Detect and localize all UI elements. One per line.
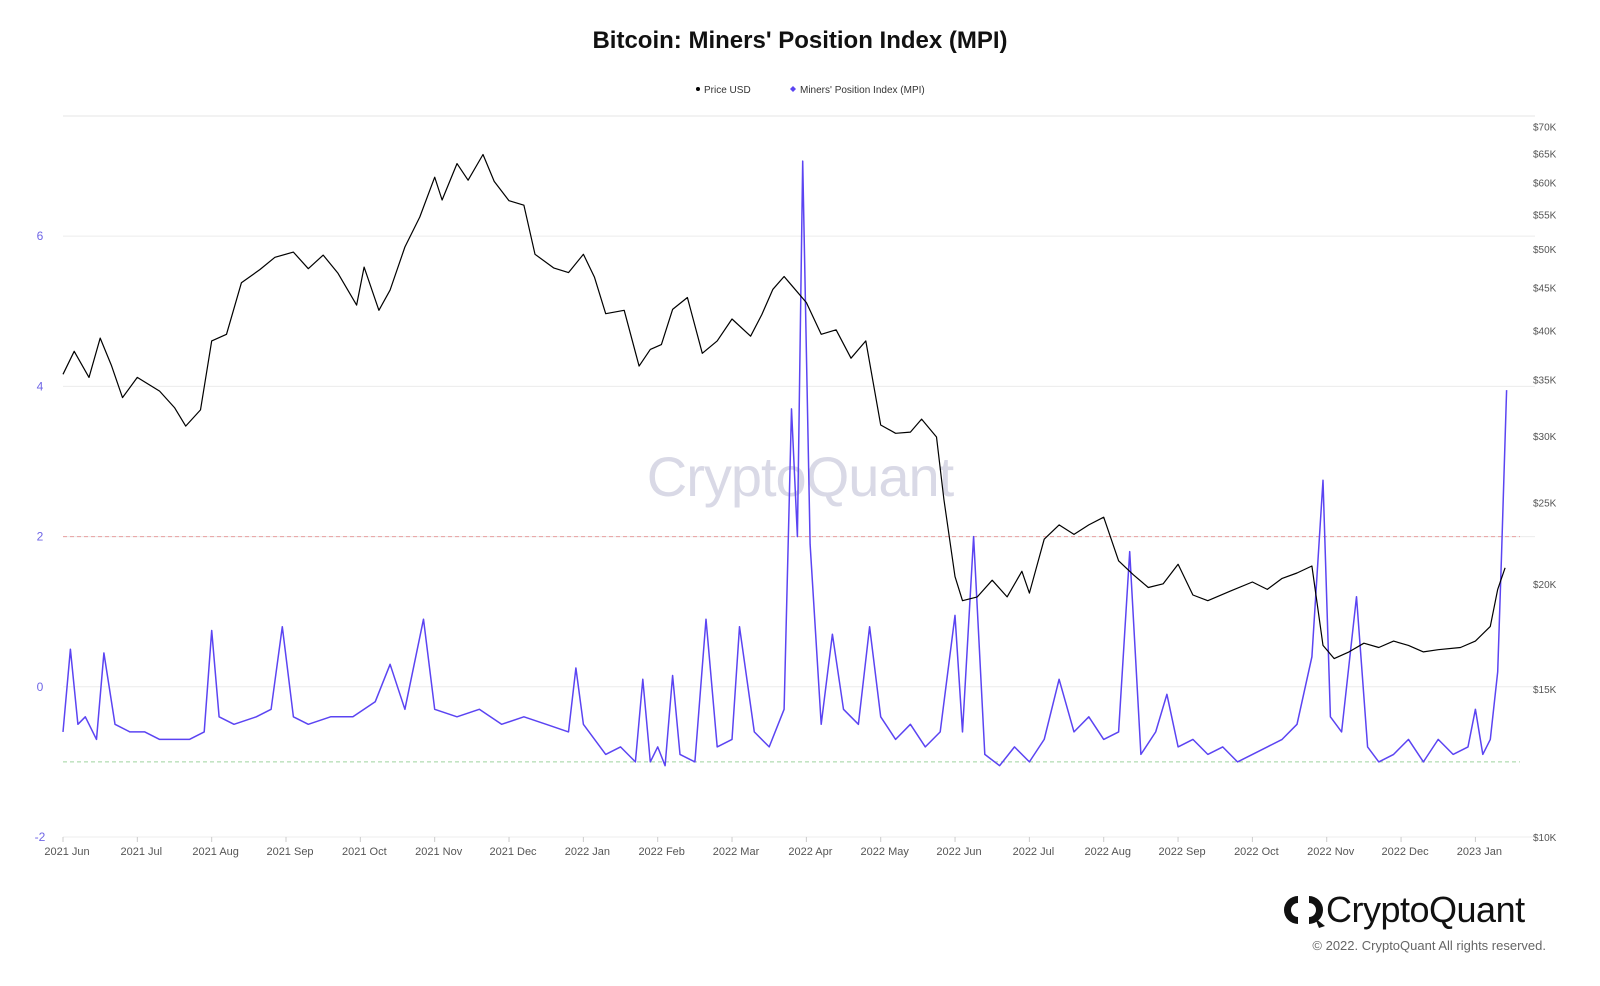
y-left-tick-label: 2 (37, 530, 44, 544)
x-tick-label: 2021 Aug (192, 846, 239, 858)
reference-lines (63, 536, 1520, 763)
x-tick-label: 2023 Jan (1457, 846, 1502, 858)
x-tick-label: 2021 Jun (44, 846, 89, 858)
x-tick-label: 2022 Feb (638, 846, 684, 858)
x-tick-label: 2022 Jul (1013, 846, 1055, 858)
y-right-tick-label: $15K (1533, 685, 1557, 696)
copyright: © 2022. CryptoQuant All rights reserved. (1312, 938, 1546, 953)
y-left-tick-label: 4 (37, 379, 44, 393)
legend-marker-mpi (790, 86, 796, 92)
y-right-tick-label: $20K (1533, 580, 1557, 591)
x-tick-label: 2021 Oct (342, 846, 387, 858)
x-tick-label: 2022 Dec (1382, 846, 1430, 858)
y-right-tick-label: $60K (1533, 179, 1557, 190)
x-tick-label: 2022 Aug (1084, 846, 1131, 858)
y-left-tick-label: 0 (37, 680, 44, 694)
y-right-tick-label: $40K (1533, 327, 1557, 338)
right-axis: $10K $15K $20K $25K $30K $35K $40K $45K $50K $55K… (1533, 122, 1557, 844)
y-left-tick-label: 6 (37, 229, 44, 243)
brand-name: CryptoQuant (1326, 889, 1525, 930)
y-right-tick-label: $65K (1533, 149, 1557, 160)
x-tick-label: 2021 Sep (266, 846, 313, 858)
series-layer (62, 153, 1508, 767)
y-right-tick-label: $50K (1533, 245, 1557, 256)
y-right-tick-label: $35K (1533, 375, 1557, 386)
x-tick-label: 2022 May (861, 846, 910, 858)
series-line-price (62, 153, 1506, 660)
x-tick-label: 2021 Dec (489, 846, 537, 858)
y-right-tick-label: $25K (1533, 498, 1557, 509)
y-left-tick-label: -2 (35, 830, 46, 844)
x-tick-label: 2022 Apr (788, 846, 832, 858)
left-axis: -2 0 2 4 6 (35, 229, 46, 844)
x-tick-label: 2022 Sep (1158, 846, 1205, 858)
x-tick-label: 2022 Mar (713, 846, 760, 858)
legend-label-mpi: Miners' Position Index (MPI) (800, 85, 925, 96)
x-tick-label: 2021 Nov (415, 846, 463, 858)
x-tick-label: 2022 Oct (1234, 846, 1279, 858)
legend: Price USD Miners' Position Index (MPI) (696, 85, 925, 96)
watermark: CryptoQuant (647, 445, 955, 508)
legend-marker-price (696, 87, 700, 91)
x-tick-label: 2021 Jul (121, 846, 163, 858)
x-tick-label: 2022 Nov (1307, 846, 1355, 858)
brand-logo: CryptoQuant (1284, 889, 1526, 930)
x-tick-label: 2022 Jun (936, 846, 981, 858)
legend-item-mpi[interactable]: Miners' Position Index (MPI) (790, 85, 925, 96)
y-right-tick-label: $30K (1533, 432, 1557, 443)
y-right-tick-label: $10K (1533, 833, 1557, 844)
legend-item-price[interactable]: Price USD (696, 85, 751, 96)
series-line-mpi (62, 160, 1508, 767)
chart-title: Bitcoin: Miners' Position Index (MPI) (592, 27, 1007, 54)
y-right-tick-label: $55K (1533, 210, 1557, 221)
cryptoquant-logo-icon (1284, 896, 1325, 928)
legend-label-price: Price USD (704, 85, 751, 96)
y-right-tick-label: $45K (1533, 284, 1557, 295)
x-tick-label: 2022 Jan (565, 846, 610, 858)
x-axis: 2021 Jun 2021 Jul 2021 Aug 2021 Sep 2021 Oct… (44, 837, 1502, 858)
y-right-tick-label: $70K (1533, 122, 1557, 133)
